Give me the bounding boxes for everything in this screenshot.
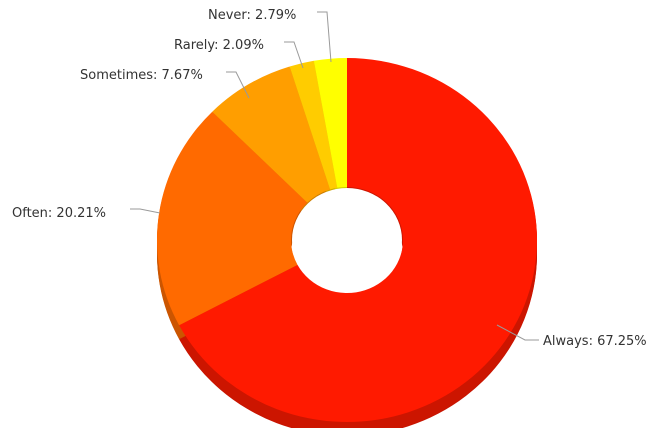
leader-line-always bbox=[496, 324, 539, 341]
leader-line-often bbox=[130, 208, 161, 214]
slice-label-often: Often: 20.21% bbox=[12, 206, 106, 221]
leader-line-sometimes bbox=[226, 71, 250, 99]
slice-label-never: Never: 2.79% bbox=[208, 8, 296, 23]
leader-line-rarely bbox=[284, 41, 304, 69]
slice-sometimes[interactable] bbox=[212, 66, 331, 203]
slice-rarely[interactable] bbox=[289, 60, 338, 190]
slice-often[interactable] bbox=[157, 111, 308, 326]
slice-labels: Always: 67.25% Often: 20.21% Sometimes: … bbox=[12, 8, 647, 349]
donut-slices bbox=[157, 58, 538, 422]
slice-label-sometimes: Sometimes: 7.67% bbox=[80, 68, 203, 83]
leader-line-never bbox=[317, 11, 332, 63]
slice-never[interactable] bbox=[313, 58, 347, 188]
slice-label-rarely: Rarely: 2.09% bbox=[174, 38, 264, 53]
leader-lines bbox=[130, 11, 539, 341]
slice-label-always: Always: 67.25% bbox=[543, 334, 647, 349]
slice-always[interactable] bbox=[179, 58, 538, 422]
donut-hole bbox=[292, 188, 402, 292]
